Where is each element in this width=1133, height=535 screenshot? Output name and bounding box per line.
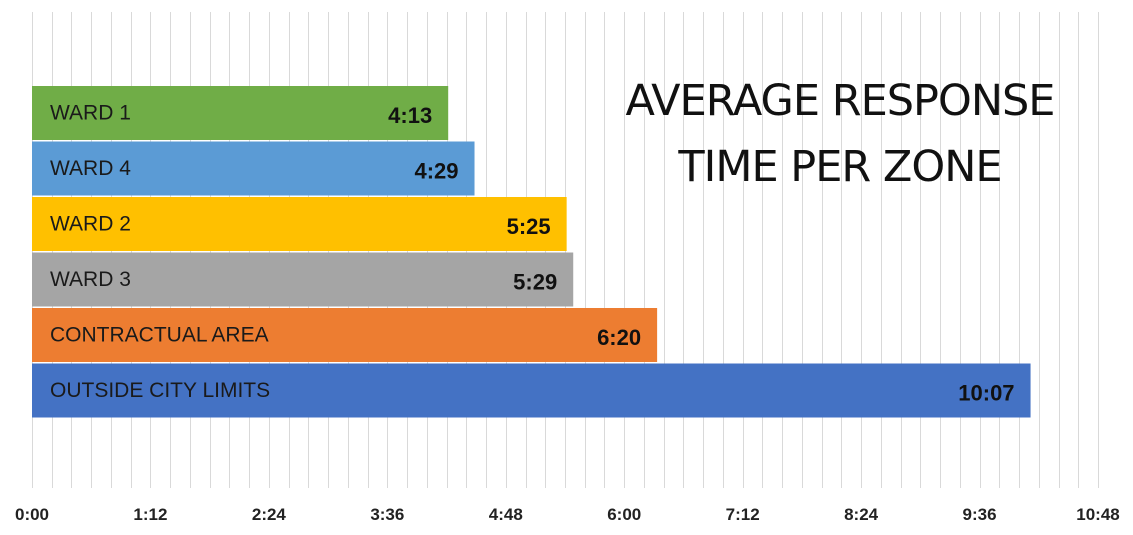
data-label: 10:07 <box>958 380 1014 405</box>
x-tick-label: 0:00 <box>15 505 49 524</box>
data-label: 6:20 <box>597 325 641 350</box>
bar <box>32 197 567 251</box>
x-tick-label: 4:48 <box>489 505 523 524</box>
bar <box>32 252 574 307</box>
category-label: WARD 2 <box>50 213 131 236</box>
bar <box>32 363 1031 418</box>
data-label: 5:29 <box>513 269 557 294</box>
x-tick-label: 7:12 <box>726 505 760 524</box>
category-label: OUTSIDE CITY LIMITS <box>50 379 270 402</box>
chart-title-line-1: AVERAGE RESPONSE <box>625 76 1056 126</box>
chart-title-line-2: TIME PER ZONE <box>678 142 1002 192</box>
bars: WARD 1 4:13 WARD 4 4:29 WARD 2 5:25 WARD 3 5:29… <box>32 86 1031 418</box>
category-label: WARD 1 <box>50 102 131 125</box>
data-label: 4:13 <box>388 103 432 128</box>
x-tick-label: 2:24 <box>252 505 287 524</box>
x-axis-ticks: 0:00 1:12 2:24 3:36 4:48 6:00 7:12 8:24 9:36 10:4… <box>15 505 1120 524</box>
x-tick-label: 9:36 <box>963 505 997 524</box>
category-label: CONTRACTUAL AREA <box>50 324 269 347</box>
data-label: 5:25 <box>507 214 551 239</box>
category-label: WARD 3 <box>50 268 131 291</box>
category-label: WARD 4 <box>50 157 131 180</box>
x-tick-label: 6:00 <box>607 505 641 524</box>
x-tick-label: 3:36 <box>370 505 404 524</box>
data-label: 4:29 <box>414 158 458 183</box>
x-tick-label: 10:48 <box>1076 505 1119 524</box>
bar <box>32 308 658 362</box>
bar <box>32 86 449 140</box>
x-tick-label: 1:12 <box>133 505 167 524</box>
bar <box>32 141 475 196</box>
x-tick-label: 8:24 <box>844 505 879 524</box>
